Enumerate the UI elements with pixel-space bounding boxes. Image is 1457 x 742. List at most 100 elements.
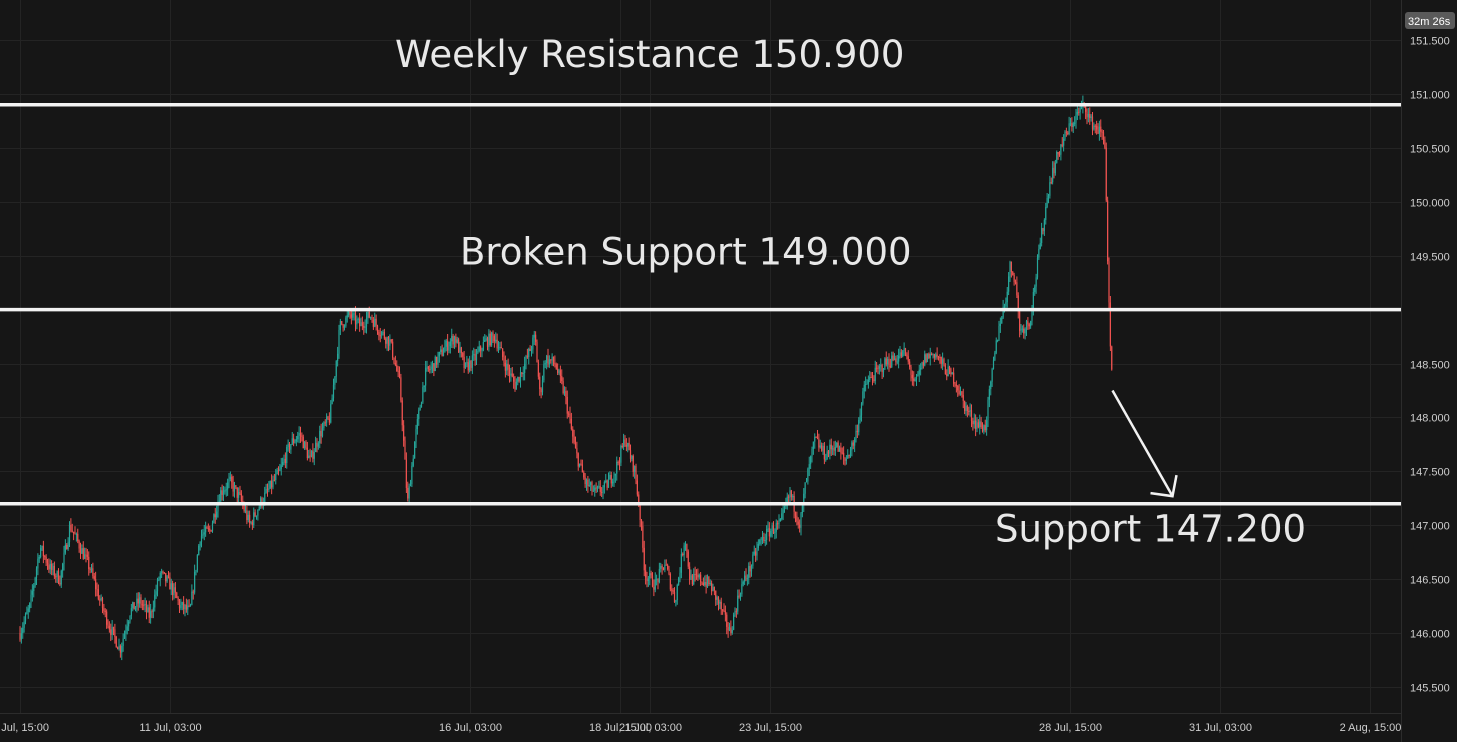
candle-body <box>1068 123 1070 134</box>
candle-body <box>695 574 698 576</box>
projection-arrow[interactable] <box>1111 389 1178 498</box>
candle-body <box>353 313 355 315</box>
time-axis[interactable]: 8 Jul, 15:00 11 Jul, 03:00 16 Jul, 03:00 18… <box>0 713 1457 735</box>
candle-body <box>833 448 835 451</box>
candle-body <box>434 356 436 372</box>
candle-body <box>414 441 416 459</box>
candle-body <box>935 354 937 358</box>
annotation-text[interactable]: Weekly Resistance 150.900 <box>395 33 904 76</box>
candle-body <box>492 332 494 336</box>
candle-body <box>623 439 625 447</box>
candle-body <box>554 362 556 365</box>
candle-body <box>616 461 618 474</box>
candle-body <box>144 604 146 606</box>
candle-body <box>939 356 941 358</box>
candle-body <box>1017 295 1019 312</box>
candle-body <box>891 355 893 367</box>
candle-body <box>836 442 838 448</box>
candle-body <box>601 491 603 493</box>
candle-body <box>965 405 967 411</box>
candle-body <box>755 551 757 556</box>
x-tick-label: 16 Jul, 03:00 <box>439 722 502 734</box>
candle-body <box>826 451 828 460</box>
annotation-text[interactable]: Support 147.200 <box>995 507 1306 550</box>
candle-body <box>1075 114 1077 123</box>
candle-body <box>1035 277 1037 287</box>
candle-body <box>664 564 666 570</box>
candle-body <box>228 479 230 483</box>
candle-body <box>698 574 700 578</box>
candle-body <box>783 506 786 510</box>
candle-body <box>940 357 942 364</box>
candle-body <box>451 335 453 342</box>
candle-body <box>507 363 509 370</box>
candle-body <box>878 366 880 369</box>
candle-body <box>44 556 46 558</box>
candle-body <box>1076 111 1078 115</box>
candle-body <box>503 356 505 363</box>
x-tick-label: 23 Jul, 15:00 <box>739 722 802 734</box>
candle-body <box>537 362 539 377</box>
candle-body <box>427 366 429 370</box>
candle-body <box>23 621 25 628</box>
candle-body <box>304 441 306 449</box>
candle-body <box>374 318 376 327</box>
candle-body <box>194 571 196 593</box>
candle-body <box>26 611 28 615</box>
candle-body <box>1047 195 1050 199</box>
candle-body <box>713 587 715 591</box>
candle-body <box>517 377 519 382</box>
candle-body <box>85 554 87 556</box>
annotation-text[interactable]: Broken Support 149.000 <box>460 230 912 273</box>
candle-body <box>730 627 732 633</box>
arrow-shaft[interactable] <box>1111 389 1174 497</box>
candle-countdown: 32m 26s <box>1405 12 1455 29</box>
candle-body <box>320 430 322 437</box>
candle-body <box>63 552 65 564</box>
candle-body <box>690 575 692 580</box>
candle-body <box>222 492 225 495</box>
candle-body <box>902 350 904 357</box>
candle-body <box>764 540 766 542</box>
candle-body <box>943 359 945 366</box>
arrow-head[interactable] <box>1150 474 1178 498</box>
candle-body <box>496 339 498 349</box>
candle-body <box>811 448 813 457</box>
candle-body <box>946 374 948 377</box>
candle-body <box>180 604 182 609</box>
candle-body <box>599 486 601 492</box>
candle-body <box>224 490 226 493</box>
candle-body <box>775 523 777 532</box>
price-axis[interactable]: 151.500 151.000 150.500 150.000 149.500 148.5… <box>1401 0 1457 742</box>
candle-body <box>748 566 750 579</box>
candle-body <box>768 528 770 537</box>
candle-body <box>250 522 252 524</box>
candle-body <box>810 456 812 465</box>
candle-body <box>385 338 387 344</box>
candle-body <box>968 411 970 413</box>
candle-body <box>761 536 764 539</box>
x-tick-label: 28 Jul, 15:00 <box>1039 722 1102 734</box>
candle-body <box>90 568 93 571</box>
y-tick-label: 148.000 <box>1410 413 1450 425</box>
candle-body <box>420 402 423 408</box>
candle-body <box>86 554 88 557</box>
candle-body <box>379 335 381 337</box>
candle-body <box>687 551 689 567</box>
candle-body <box>148 607 150 618</box>
candle-body <box>372 319 374 327</box>
candle-body <box>605 480 607 482</box>
candle-body <box>606 480 608 488</box>
candle-body <box>154 594 156 608</box>
candle-body <box>609 474 611 480</box>
candle-body <box>1030 321 1032 327</box>
candle-body <box>117 647 119 650</box>
candle-body <box>672 589 674 593</box>
candle-body <box>305 441 307 448</box>
price-axis-bg[interactable] <box>1401 0 1457 742</box>
candle-body <box>474 354 476 361</box>
candle-body <box>1107 200 1109 262</box>
candle-body <box>150 611 152 618</box>
candle-body <box>33 585 35 592</box>
